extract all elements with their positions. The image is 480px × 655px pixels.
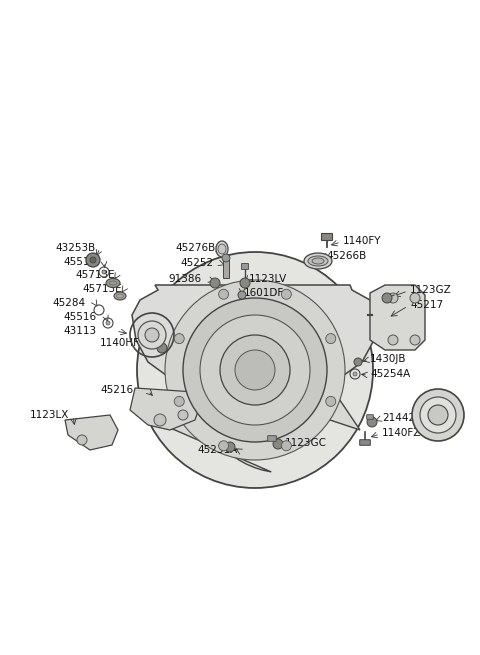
- Text: 45713E: 45713E: [75, 270, 115, 280]
- Text: 45216: 45216: [100, 385, 133, 395]
- Text: 43253B: 43253B: [55, 243, 95, 253]
- Text: 45516: 45516: [63, 312, 96, 322]
- Circle shape: [165, 280, 345, 460]
- Circle shape: [77, 435, 87, 445]
- Text: 1140HF: 1140HF: [100, 338, 140, 348]
- Text: 91386: 91386: [168, 274, 201, 284]
- Text: 45252: 45252: [180, 258, 213, 268]
- Circle shape: [281, 441, 291, 451]
- Text: 1140FY: 1140FY: [343, 236, 382, 246]
- Text: 21442: 21442: [382, 413, 415, 423]
- Ellipse shape: [216, 241, 228, 257]
- Circle shape: [86, 253, 100, 267]
- FancyBboxPatch shape: [367, 415, 373, 419]
- Polygon shape: [65, 415, 118, 450]
- Text: 1430JB: 1430JB: [370, 354, 407, 364]
- Circle shape: [225, 442, 235, 452]
- Text: 45284: 45284: [52, 298, 85, 308]
- Circle shape: [178, 410, 188, 420]
- Text: 45217: 45217: [410, 300, 443, 310]
- Circle shape: [106, 321, 110, 325]
- Text: 45231A: 45231A: [197, 445, 237, 455]
- Circle shape: [137, 252, 373, 488]
- Circle shape: [412, 389, 464, 441]
- FancyBboxPatch shape: [268, 436, 276, 441]
- Circle shape: [222, 254, 230, 262]
- Circle shape: [218, 441, 228, 451]
- Circle shape: [235, 350, 275, 390]
- Circle shape: [218, 290, 228, 299]
- Circle shape: [90, 257, 96, 263]
- FancyBboxPatch shape: [148, 343, 156, 348]
- Ellipse shape: [304, 253, 332, 269]
- Ellipse shape: [106, 278, 120, 288]
- Circle shape: [428, 405, 448, 425]
- Circle shape: [102, 270, 106, 274]
- Polygon shape: [145, 298, 360, 472]
- Circle shape: [367, 417, 377, 427]
- Circle shape: [326, 396, 336, 406]
- Text: 45266B: 45266B: [326, 251, 366, 261]
- Text: 45276B: 45276B: [175, 243, 215, 253]
- Text: 1601DF: 1601DF: [244, 288, 284, 298]
- Circle shape: [382, 293, 392, 303]
- FancyBboxPatch shape: [241, 263, 249, 269]
- Polygon shape: [370, 285, 425, 350]
- Ellipse shape: [114, 292, 126, 300]
- Circle shape: [183, 298, 327, 442]
- Circle shape: [240, 278, 250, 288]
- Circle shape: [273, 439, 283, 449]
- Text: 1123GC: 1123GC: [285, 438, 327, 448]
- Ellipse shape: [218, 244, 226, 254]
- Circle shape: [410, 335, 420, 345]
- Circle shape: [145, 328, 159, 342]
- Circle shape: [220, 335, 290, 405]
- Text: 1140FZ: 1140FZ: [382, 428, 421, 438]
- Circle shape: [354, 358, 362, 366]
- Text: 1123GZ: 1123GZ: [410, 285, 452, 295]
- Text: 45713E: 45713E: [82, 284, 121, 294]
- Ellipse shape: [308, 256, 328, 266]
- Circle shape: [388, 335, 398, 345]
- Polygon shape: [132, 285, 378, 390]
- FancyBboxPatch shape: [322, 233, 333, 240]
- Circle shape: [281, 290, 291, 299]
- Circle shape: [410, 293, 420, 303]
- Text: 45516: 45516: [63, 257, 96, 267]
- Circle shape: [174, 333, 184, 344]
- Circle shape: [174, 396, 184, 406]
- FancyBboxPatch shape: [360, 440, 370, 445]
- Circle shape: [210, 278, 220, 288]
- Circle shape: [200, 315, 310, 425]
- Text: 43113: 43113: [63, 326, 96, 336]
- Circle shape: [154, 414, 166, 426]
- Polygon shape: [130, 388, 200, 430]
- Text: 1123LV: 1123LV: [249, 274, 287, 284]
- Circle shape: [420, 397, 456, 433]
- Text: 45254A: 45254A: [370, 369, 410, 379]
- Text: 1123LX: 1123LX: [30, 410, 70, 420]
- Circle shape: [353, 372, 357, 376]
- Circle shape: [326, 333, 336, 344]
- Circle shape: [138, 321, 166, 349]
- Circle shape: [238, 291, 246, 299]
- Ellipse shape: [312, 258, 324, 264]
- FancyBboxPatch shape: [224, 259, 229, 278]
- Circle shape: [388, 293, 398, 303]
- Text: 43119: 43119: [424, 397, 457, 407]
- Circle shape: [157, 343, 167, 353]
